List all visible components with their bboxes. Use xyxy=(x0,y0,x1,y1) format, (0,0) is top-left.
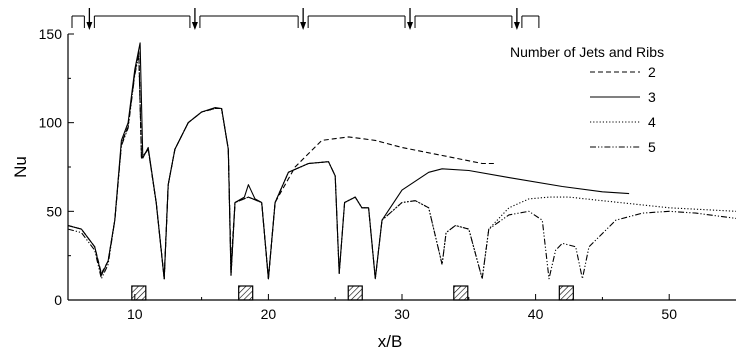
x-tick-label: 30 xyxy=(394,306,410,322)
x-axis-label: x/B xyxy=(378,332,403,351)
y-tick-label: 0 xyxy=(54,292,62,308)
jet-arrow-head xyxy=(191,22,198,30)
jet-arrow-head xyxy=(300,22,307,30)
series-line-4 xyxy=(68,51,736,280)
axes: 0 50 100 150 10 20 30 40 50 xyxy=(39,26,736,322)
legend: Number of Jets and Ribs 2 3 4 5 xyxy=(510,44,664,155)
legend-label-3: 3 xyxy=(648,89,656,105)
jet-arrow-head xyxy=(86,22,93,30)
legend-title: Number of Jets and Ribs xyxy=(510,44,664,60)
y-tick-label: 150 xyxy=(39,26,63,42)
series-line-5 xyxy=(68,54,736,280)
y-axis-label: Nu xyxy=(11,156,30,178)
series-lines xyxy=(68,42,736,280)
x-tick-label: 20 xyxy=(261,306,277,322)
rib-marker xyxy=(558,285,574,301)
rib-marker xyxy=(238,285,254,301)
rib-marker xyxy=(131,285,147,301)
jet-arrow-head xyxy=(513,22,520,30)
x-tick-label: 50 xyxy=(661,306,677,322)
series-line-2 xyxy=(68,51,496,280)
x-tick-label: 10 xyxy=(127,306,143,322)
jet-arrow-head xyxy=(407,22,414,30)
y-tick-label: 50 xyxy=(46,203,62,219)
rib-markers xyxy=(131,285,574,301)
jet-indicator-bar xyxy=(71,8,540,30)
rib-marker xyxy=(453,285,469,301)
y-tick-label: 100 xyxy=(39,115,63,131)
legend-label-2: 2 xyxy=(648,64,656,80)
x-tick-label: 40 xyxy=(528,306,544,322)
legend-label-4: 4 xyxy=(648,114,656,130)
legend-label-5: 5 xyxy=(648,139,656,155)
rib-marker xyxy=(347,285,363,301)
